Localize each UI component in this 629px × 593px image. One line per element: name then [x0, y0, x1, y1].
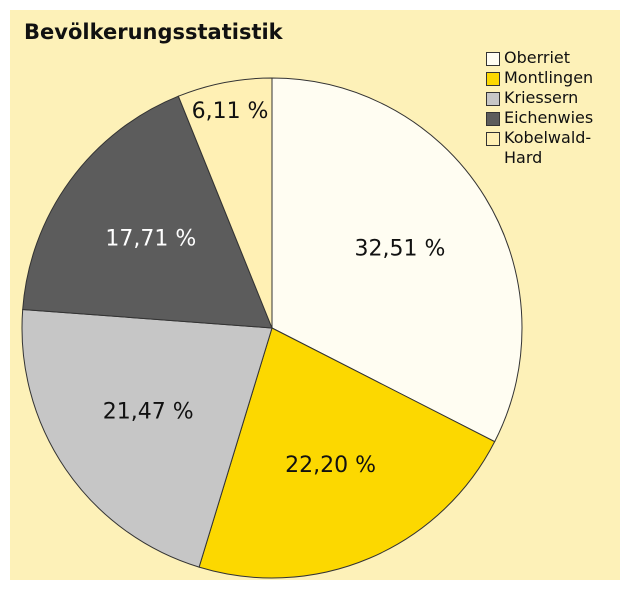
legend-item: Montlingen: [486, 68, 610, 88]
legend-label: Eichenwies: [504, 108, 594, 127]
pie-slice: [271, 77, 523, 443]
legend-item: Eichenwies: [486, 108, 610, 128]
legend: Oberriet Montlingen Kriessern Eichenwies Kob…: [486, 48, 610, 168]
pie-slice: [21, 308, 273, 568]
data-label: 32,51 %: [354, 237, 445, 262]
legend-label: Montlingen: [504, 68, 594, 87]
pie-chart: 32,51 % 22,20 % 21,47 % 17,71 % 6,11 %: [21, 77, 523, 579]
pie-slice: [198, 327, 496, 579]
legend-swatch: [486, 72, 500, 86]
legend-swatch: [486, 132, 500, 146]
legend-item: Kobelwald-Hard: [486, 128, 610, 168]
legend-item: Kriessern: [486, 88, 610, 108]
data-label: 22,20 %: [285, 453, 376, 478]
pie-slice: [22, 95, 273, 329]
data-label: 21,47 %: [103, 400, 194, 425]
pie-slice: [177, 77, 273, 329]
legend-label: Kriessern: [504, 88, 579, 107]
legend-label: Kobelwald-Hard: [504, 128, 592, 167]
legend-swatch: [486, 52, 500, 66]
legend-swatch: [486, 112, 500, 126]
legend-item: Oberriet: [486, 48, 610, 68]
chart-panel: 32,51 % 22,20 % 21,47 % 17,71 % 6,11 % Bevöl…: [10, 10, 620, 580]
legend-label: Oberriet: [504, 48, 571, 67]
legend-swatch: [486, 92, 500, 106]
data-label: 6,11 %: [192, 99, 269, 124]
data-label: 17,71 %: [105, 227, 196, 252]
chart-title: Bevölkerungsstatistik: [24, 20, 283, 44]
